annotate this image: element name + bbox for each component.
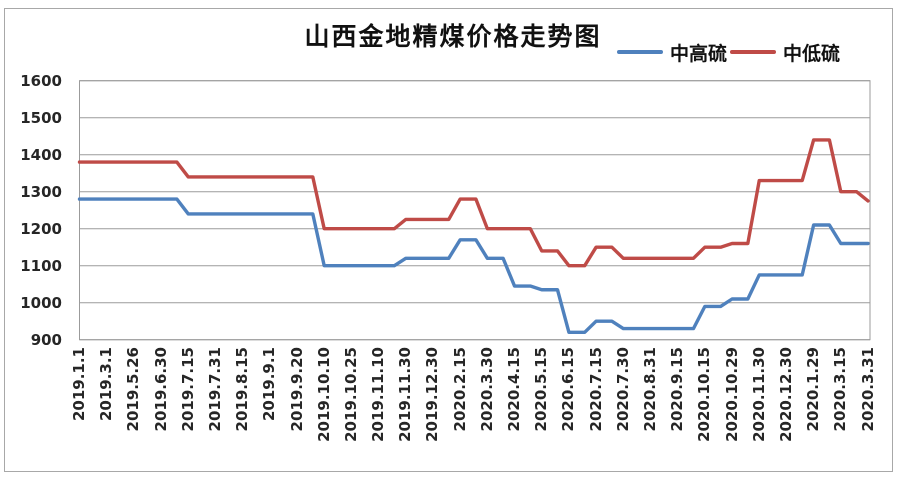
legend-line-icon-series1 <box>617 50 663 54</box>
x-axis-tick-label: 2019.8.15 <box>233 347 252 432</box>
x-axis-tick-label: 2019.10.25 <box>341 347 360 442</box>
x-axis-tick-label: 2019.1.1 <box>70 347 88 422</box>
x-axis-tick-label: 2019.3.1 <box>97 347 116 422</box>
legend-label-series1: 中高硫 <box>670 42 728 65</box>
y-axis-tick-label: 1400 <box>20 145 62 164</box>
chart-border <box>4 8 893 472</box>
x-axis-tick-label: 2020.4.15 <box>505 347 524 432</box>
series-line-2 <box>77 138 870 268</box>
series-line-1 <box>77 197 870 334</box>
x-axis-tick-label: 2020.6.15 <box>559 347 578 432</box>
y-axis-tick-label: 1000 <box>20 293 62 312</box>
y-axis-tick-label: 1200 <box>20 219 62 238</box>
x-axis-tick-label: 2019.7.31 <box>205 347 224 432</box>
x-axis-tick-label: 2019.11.10 <box>369 347 388 442</box>
x-axis-tick-label: 2020.12.30 <box>776 347 795 442</box>
legend: 中高硫 中低硫 <box>617 40 843 65</box>
x-axis-tick-label: 2020.1.29 <box>804 347 823 432</box>
x-axis-tick-label: 2020.10.29 <box>722 347 741 442</box>
y-axis-tick-label: 1500 <box>20 108 62 127</box>
x-axis-tick-label: 2020.3.30 <box>477 347 496 432</box>
y-axis-tick-label: 900 <box>30 330 62 349</box>
x-axis-tick-label: 2020.9.15 <box>668 347 687 432</box>
x-axis-tick-label: 2020.2.15 <box>450 347 469 432</box>
x-axis-tick-label: 2019.10.10 <box>314 347 333 442</box>
legend-label-series2: 中低硫 <box>783 42 841 65</box>
x-axis-tick-label: 2020.3.15 <box>831 347 850 432</box>
x-axis-tick-label: 2019.12.30 <box>423 347 442 442</box>
x-axis-tick-label: 2019.9.20 <box>287 347 306 432</box>
x-axis-tick-label: 2019.9.1 <box>260 347 279 422</box>
x-axis-tick-label: 2019.5.26 <box>124 347 143 432</box>
x-axis-tick-label: 2020.7.15 <box>586 347 605 432</box>
y-axis-tick-label: 1300 <box>20 182 62 201</box>
x-axis-tick-label: 2020.3.31 <box>858 347 877 432</box>
x-axis-tick-label: 2020.10.15 <box>695 347 714 442</box>
x-axis-tick-label: 2020.5.15 <box>532 347 551 432</box>
chart-title: 山西金地精煤价格走势图 <box>304 22 602 51</box>
x-axis-tick-label: 2020.11.30 <box>749 347 768 442</box>
y-axis-tick-label: 1100 <box>20 256 62 275</box>
x-axis-tick-label: 2020.7.30 <box>613 347 632 432</box>
x-axis-tick-label: 2019.7.15 <box>178 347 197 432</box>
x-axis-tick-label: 2019.6.30 <box>151 347 170 432</box>
x-axis-tick-label: 2020.8.31 <box>640 347 659 432</box>
x-axis-tick-label: 2019.11.30 <box>396 347 415 442</box>
plot-border <box>79 80 871 341</box>
y-axis-tick-label: 1600 <box>20 71 62 90</box>
legend-line-icon-series2 <box>730 50 777 54</box>
